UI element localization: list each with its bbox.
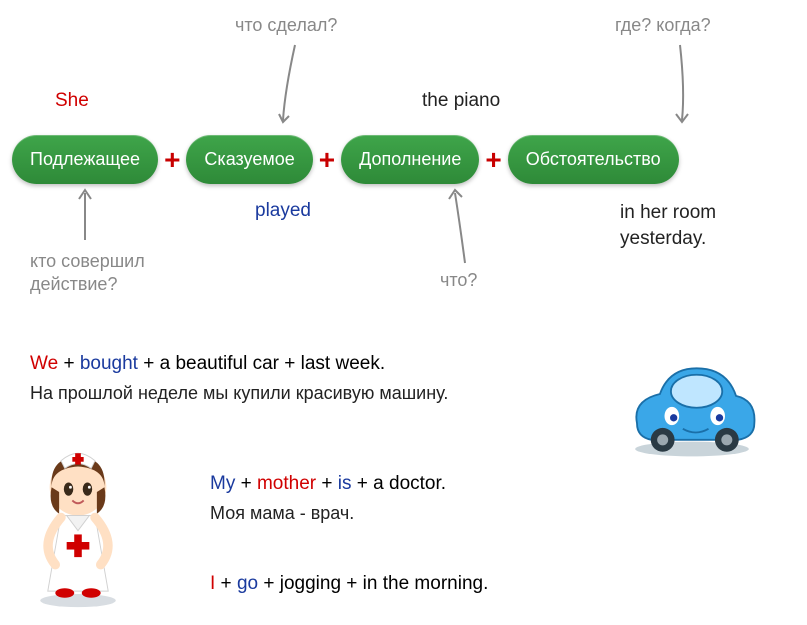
s2-part-5: + — [352, 473, 374, 494]
sentence-3: I + go + jogging + in the morning. — [210, 570, 488, 599]
plus-2: + — [319, 144, 335, 176]
s3-part-7: . — [483, 573, 488, 594]
annotation-what: что? — [440, 270, 477, 291]
s1-part-0: We — [30, 353, 58, 374]
arrow-to-predicate — [265, 40, 325, 130]
sentence-1: We + bought + a beautiful car + last wee… — [30, 350, 448, 379]
s3-part-5: + — [341, 573, 363, 594]
s3-part-3: + — [258, 573, 280, 594]
pill-object: Дополнение — [341, 135, 479, 184]
sentence-2: My + mother + is + a doctor. — [210, 470, 446, 499]
s2-part-7: . — [441, 473, 446, 494]
s1-part-3: + — [138, 353, 160, 374]
s1-part-5: + — [279, 353, 301, 374]
sentence-2-translation: Моя мама - врач. — [210, 503, 446, 524]
s1-part-7: . — [380, 353, 385, 374]
s1-part-6: last week — [301, 353, 380, 374]
sentence-1-translation: На прошлой неделе мы купили красивую маш… — [30, 383, 448, 404]
plus-1: + — [164, 144, 180, 176]
nurse-illustration — [18, 440, 138, 610]
s3-part-2: go — [237, 573, 258, 594]
arrow-to-subject — [70, 185, 130, 250]
pill-adverbial: Обстоятельство — [508, 135, 679, 184]
s2-part-1: + — [235, 473, 257, 494]
annotation-what-did: что сделал? — [235, 15, 337, 36]
s3-part-4: jogging — [280, 573, 341, 594]
annotation-who-did: кто совершил действие? — [30, 250, 145, 297]
arrow-to-object — [440, 185, 500, 270]
pill-subject: Подлежащее — [12, 135, 158, 184]
sentence-2-block: My + mother + is + a doctor. Моя мама - … — [210, 470, 446, 524]
arrow-to-adverbial — [640, 40, 700, 130]
annotation-where-when: где? когда? — [615, 15, 711, 36]
s2-part-0: My — [210, 473, 235, 494]
example-played: played — [255, 200, 311, 222]
example-piano: the piano — [422, 90, 500, 112]
s2-part-3: + — [316, 473, 338, 494]
s1-part-2: bought — [80, 353, 138, 374]
s2-part-2: mother — [257, 473, 316, 494]
s2-part-6: a doctor — [373, 473, 441, 494]
s2-part-4: is — [338, 473, 352, 494]
s1-part-1: + — [58, 353, 80, 374]
s3-part-6: in the morning — [363, 573, 483, 594]
grammar-pills-row: Подлежащее + Сказуемое + Дополнение + Об… — [12, 135, 679, 184]
sentence-1-block: We + bought + a beautiful car + last wee… — [30, 350, 448, 404]
example-in-room: in her room yesterday. — [620, 200, 716, 251]
sentence-3-block: I + go + jogging + in the morning. — [210, 570, 488, 599]
pill-predicate: Сказуемое — [186, 135, 312, 184]
s3-part-1: + — [215, 573, 237, 594]
plus-3: + — [485, 144, 501, 176]
example-she: She — [55, 90, 89, 112]
car-illustration — [617, 350, 767, 460]
s1-part-4: a beautiful car — [160, 353, 279, 374]
